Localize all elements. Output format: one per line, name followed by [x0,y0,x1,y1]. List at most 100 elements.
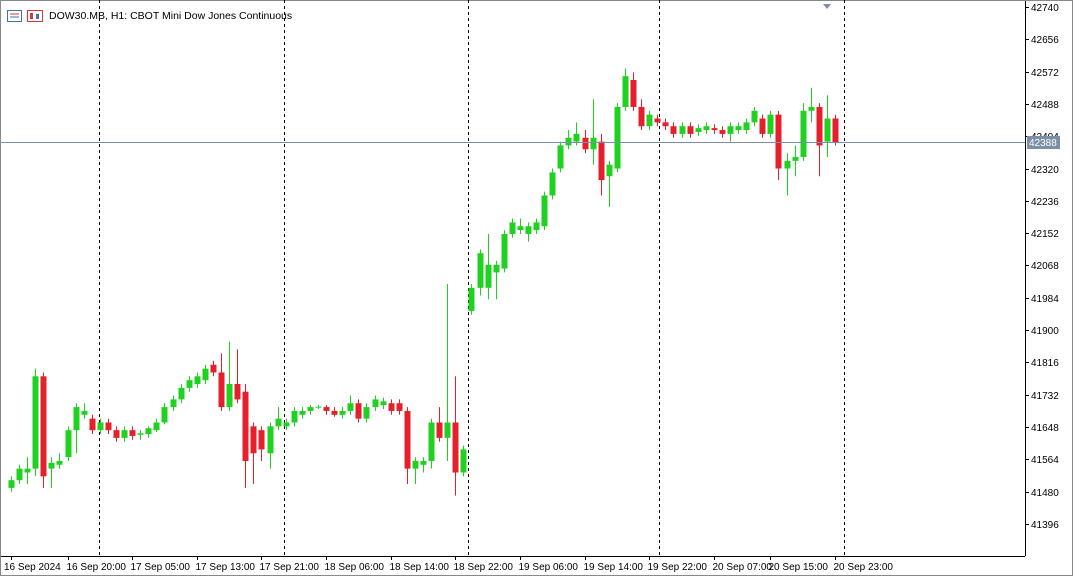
x-tick-label: 20 Sep 15:00 [769,562,829,573]
shift-marker[interactable] [823,4,831,9]
candle-body [355,403,362,419]
candle-body [606,164,613,177]
candle-body [468,287,475,311]
y-tick-label: 41648 [1031,423,1059,434]
y-tick-label: 41480 [1031,488,1059,499]
candle-body [145,428,152,435]
x-tick-label: 17 Sep 05:00 [131,562,191,573]
candle-body [388,403,395,411]
candle-body [380,401,387,406]
candle-body [582,137,589,150]
candle-body [73,407,80,431]
candle-body [32,376,39,469]
candle-body [436,422,443,438]
chart-icons[interactable] [7,10,43,22]
candle-body [670,126,677,134]
candle-body [153,422,160,431]
day-separators [99,0,845,556]
last-price-box [1027,136,1060,149]
candle-body [97,422,104,431]
candle-body [703,126,710,131]
candle-body [8,480,15,488]
candle-body [800,110,807,157]
candle-body [646,114,653,127]
candle-body [533,222,540,231]
window-icon[interactable] [7,10,22,22]
y-tick-label: 41984 [1031,294,1059,305]
candle-body [509,222,516,234]
candle-body [638,106,645,127]
candle-body [525,226,532,234]
candle-body [565,137,572,146]
x-tick-label: 16 Sep 2024 [4,562,61,573]
y-tick-label: 42488 [1031,100,1059,111]
candle-body [816,106,823,146]
candle-body [767,114,774,134]
candle-body [622,76,629,107]
candle-body [501,233,508,269]
candle-body [178,387,185,400]
chart-title: DOW30.MB, H1: CBOT Mini Dow Jones Contin… [49,10,292,22]
candle-body [735,126,742,131]
candle-body [743,122,750,131]
candle-body [81,410,88,415]
candle-body [56,460,63,465]
candle-body [283,422,290,427]
candle-body [687,126,694,134]
x-tick-label: 18 Sep 06:00 [325,562,385,573]
candle-body [493,264,500,273]
candle-body [291,410,298,423]
candle-body [557,145,564,169]
y-tick-label: 41396 [1031,520,1059,531]
candle-body [412,460,419,469]
candle-body [808,106,815,111]
x-tick-label: 18 Sep 22:00 [454,562,514,573]
candle-body [485,264,492,288]
candle-body [590,137,597,150]
candle-body [759,118,766,134]
x-tick-label: 18 Sep 14:00 [390,562,450,573]
y-tick-label: 42236 [1031,197,1059,208]
candle-body [194,376,201,385]
candle-body [428,422,435,461]
candle-body [24,468,31,473]
candle-body [452,422,459,473]
candle-body [679,126,686,134]
chart-type-icon[interactable] [27,10,43,22]
candle-body [258,430,265,450]
candle-body [396,403,403,411]
x-tick-label: 16 Sep 20:00 [67,562,127,573]
icon-bar [30,13,33,19]
candle-body [404,410,411,469]
x-tick-label: 20 Sep 23:00 [834,562,894,573]
y-tick-label: 41564 [1031,455,1059,466]
candle-body [477,253,484,288]
candle-body [695,128,702,132]
candle-body [541,195,548,227]
candle-body [420,460,427,465]
x-tick-label: 17 Sep 21:00 [260,562,320,573]
y-tick-label: 41900 [1031,326,1059,337]
candle-body [323,407,330,411]
candle-body [218,372,225,408]
candle-body [48,462,55,469]
candle-body [242,391,249,461]
candle-body [549,172,556,196]
candle-body [711,128,718,131]
candle-body [121,430,128,438]
y-tick-label: 41732 [1031,391,1059,402]
candle-body [347,403,354,411]
candles [8,68,839,496]
candle-body [105,422,112,431]
last-price-label: 42388 [1029,138,1057,149]
candle-body [234,384,241,400]
candle-body [363,407,370,419]
candle-body [250,426,257,454]
candle-body [719,130,726,134]
candle-body [161,407,168,423]
candle-body [598,141,605,181]
candle-body [202,368,209,381]
candle-body [170,399,177,408]
y-tick-label: 42656 [1031,35,1059,46]
